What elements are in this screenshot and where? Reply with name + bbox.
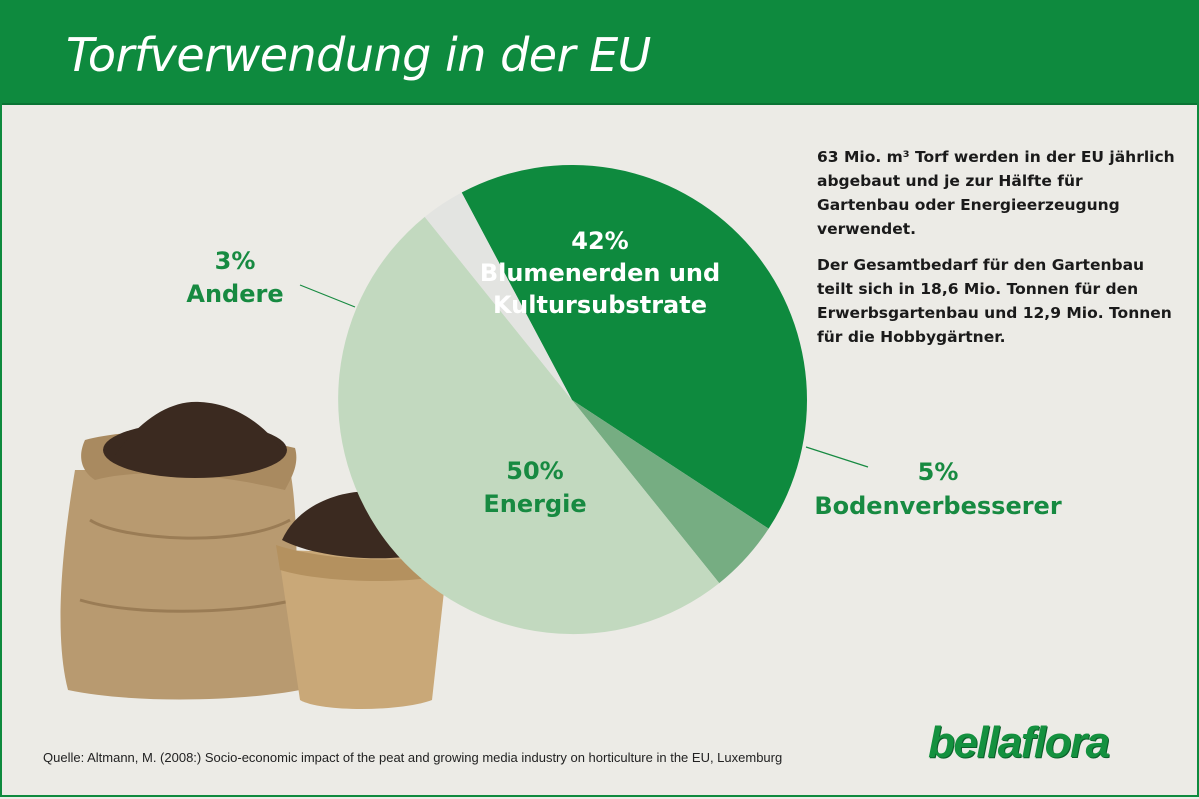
slice-name-bodenverbesserer: Bodenverbesserer [814,492,1062,520]
slice-label-blumenerden: 42% Blumenerden und Kultursubstrate [460,225,740,321]
info-paragraph-2: Der Gesamtbedarf für den Gartenbau teilt… [817,256,1172,346]
source-citation: Quelle: Altmann, M. (2008:) Socio-econom… [43,750,783,765]
pie-slice-andere [424,192,572,400]
leader-line-andere [299,284,356,308]
slice-name-energie: Energie [483,490,587,518]
slice-name-andere: Andere [186,280,284,308]
slice-name-blumenerden-line1: Blumenerden und [479,259,721,287]
slice-label-andere: 3% Andere [165,245,305,311]
pie-slice-energie [338,216,720,635]
info-text-block: 63 Mio. m³ Torf werden in der EU jährlic… [817,145,1177,361]
slice-percent-bodenverbesserer: 5% [917,458,959,486]
pie-slice-boden [572,400,769,584]
slice-percent-energie: 50% [506,457,564,485]
slice-percent-andere: 3% [214,247,256,275]
slice-label-bodenverbesserer: 5% Bodenverbesserer [808,455,1068,523]
peat-sack-illustration [60,401,301,700]
page-title: Torfverwendung in der EU [66,28,651,82]
leader-line-bodenverbesserer [805,446,869,468]
header-bar: Torfverwendung in der EU [0,0,1199,105]
slice-percent-blumenerden: 42% [571,227,629,255]
info-paragraph-1: 63 Mio. m³ Torf werden in der EU jährlic… [817,148,1175,238]
content-frame [0,103,1199,797]
slice-name-blumenerden-line2: Kultursubstrate [493,291,707,319]
slice-label-energie: 50% Energie [450,455,620,521]
pie-slice-blumenerden [461,164,808,529]
bellaflora-logo: bellaflora [928,718,1110,767]
